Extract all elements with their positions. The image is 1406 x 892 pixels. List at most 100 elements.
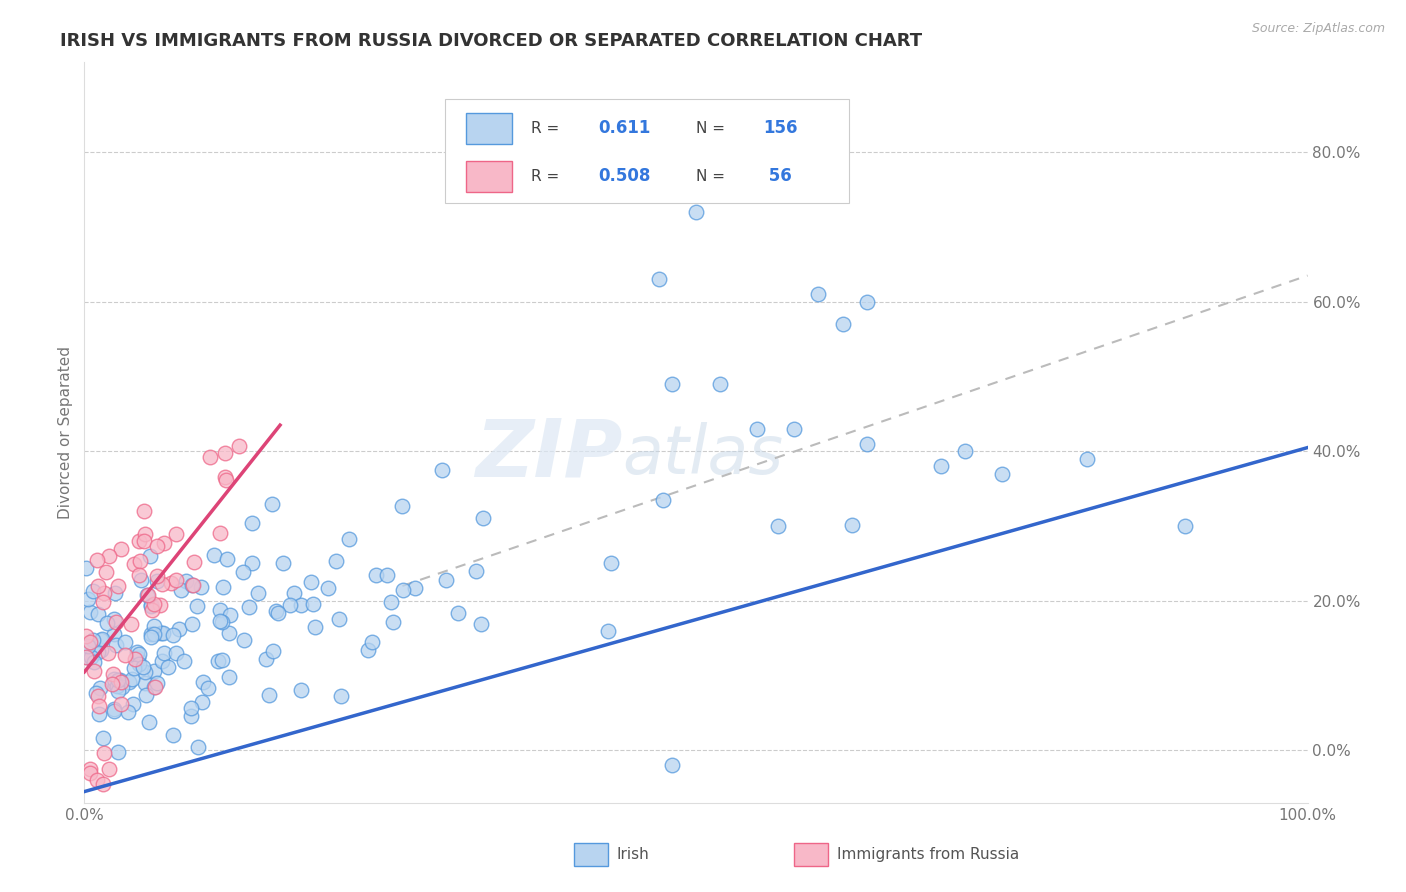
Point <box>128 648 150 662</box>
Point <box>202 549 225 563</box>
Point <box>110 673 132 687</box>
Point <box>96 616 118 631</box>
Text: atlas: atlas <box>623 422 783 488</box>
Point <box>103 612 125 626</box>
Point <box>191 674 214 689</box>
Point <box>233 633 256 648</box>
Point <box>134 534 156 549</box>
Point <box>290 682 312 697</box>
Point <box>128 657 150 671</box>
Point <box>75 650 97 665</box>
Point <box>447 606 470 620</box>
Point <box>807 287 830 301</box>
Point <box>159 576 181 591</box>
Text: Immigrants from Russia: Immigrants from Russia <box>837 847 1019 863</box>
Point <box>76 591 98 606</box>
Text: R =: R = <box>531 120 560 136</box>
Point <box>165 574 187 588</box>
Point <box>103 702 125 716</box>
Point <box>240 516 263 530</box>
Point <box>118 675 141 690</box>
Point <box>105 638 128 652</box>
Point <box>129 554 152 568</box>
Point <box>197 681 219 696</box>
Point <box>89 681 111 695</box>
Point <box>768 519 790 533</box>
Point <box>110 674 132 689</box>
Point <box>124 652 146 666</box>
Point <box>596 624 619 639</box>
Text: ZIP: ZIP <box>475 416 623 494</box>
Point <box>104 676 127 690</box>
Point <box>174 574 197 588</box>
Point <box>218 626 240 640</box>
Point <box>299 575 322 590</box>
Text: Irish: Irish <box>616 847 650 863</box>
Point <box>685 205 707 219</box>
Point <box>380 595 402 609</box>
Point <box>103 627 125 641</box>
Point <box>101 666 124 681</box>
Point <box>127 650 149 665</box>
Point <box>180 709 202 723</box>
Point <box>214 446 236 460</box>
Point <box>187 739 209 754</box>
Point <box>146 574 169 588</box>
Point <box>661 377 683 392</box>
Point <box>1076 451 1098 466</box>
Bar <box>574 843 607 866</box>
Point <box>139 599 162 613</box>
Point <box>138 588 160 602</box>
Point <box>599 557 621 571</box>
Point <box>232 566 254 580</box>
Text: 156: 156 <box>763 120 797 137</box>
Point <box>391 583 413 598</box>
Bar <box>794 843 828 866</box>
Point <box>266 604 288 618</box>
Point <box>325 554 347 568</box>
Point <box>208 615 231 629</box>
Point <box>138 715 160 730</box>
Point <box>149 625 172 640</box>
Point <box>134 665 156 679</box>
Point <box>143 680 166 694</box>
Point <box>143 619 166 633</box>
Text: 0.508: 0.508 <box>598 168 651 186</box>
FancyBboxPatch shape <box>446 99 849 203</box>
Point <box>198 450 221 465</box>
Point <box>120 616 142 631</box>
Point <box>302 597 325 611</box>
Point <box>128 568 150 582</box>
Point <box>648 272 671 286</box>
Point <box>471 511 494 525</box>
Point <box>366 567 388 582</box>
Point <box>86 773 108 788</box>
Point <box>262 644 284 658</box>
Point <box>129 573 152 587</box>
Point <box>262 497 284 511</box>
Point <box>1174 519 1197 533</box>
Point <box>318 581 340 595</box>
Text: N =: N = <box>696 120 725 136</box>
Text: Source: ZipAtlas.com: Source: ZipAtlas.com <box>1251 22 1385 36</box>
Point <box>87 607 110 621</box>
Point <box>180 578 202 592</box>
Point <box>167 623 190 637</box>
Point <box>404 582 426 596</box>
Point <box>90 642 112 657</box>
Point <box>470 616 492 631</box>
Point <box>329 690 352 704</box>
Point <box>82 584 104 599</box>
Point <box>122 558 145 572</box>
Point <box>134 527 156 541</box>
Point <box>214 473 236 487</box>
Point <box>107 745 129 759</box>
Point <box>107 680 129 694</box>
Point <box>132 660 155 674</box>
Point <box>86 686 108 700</box>
Point <box>228 438 250 452</box>
Point <box>107 673 129 687</box>
Point <box>831 317 853 331</box>
Point <box>149 598 172 612</box>
Point <box>247 586 270 600</box>
